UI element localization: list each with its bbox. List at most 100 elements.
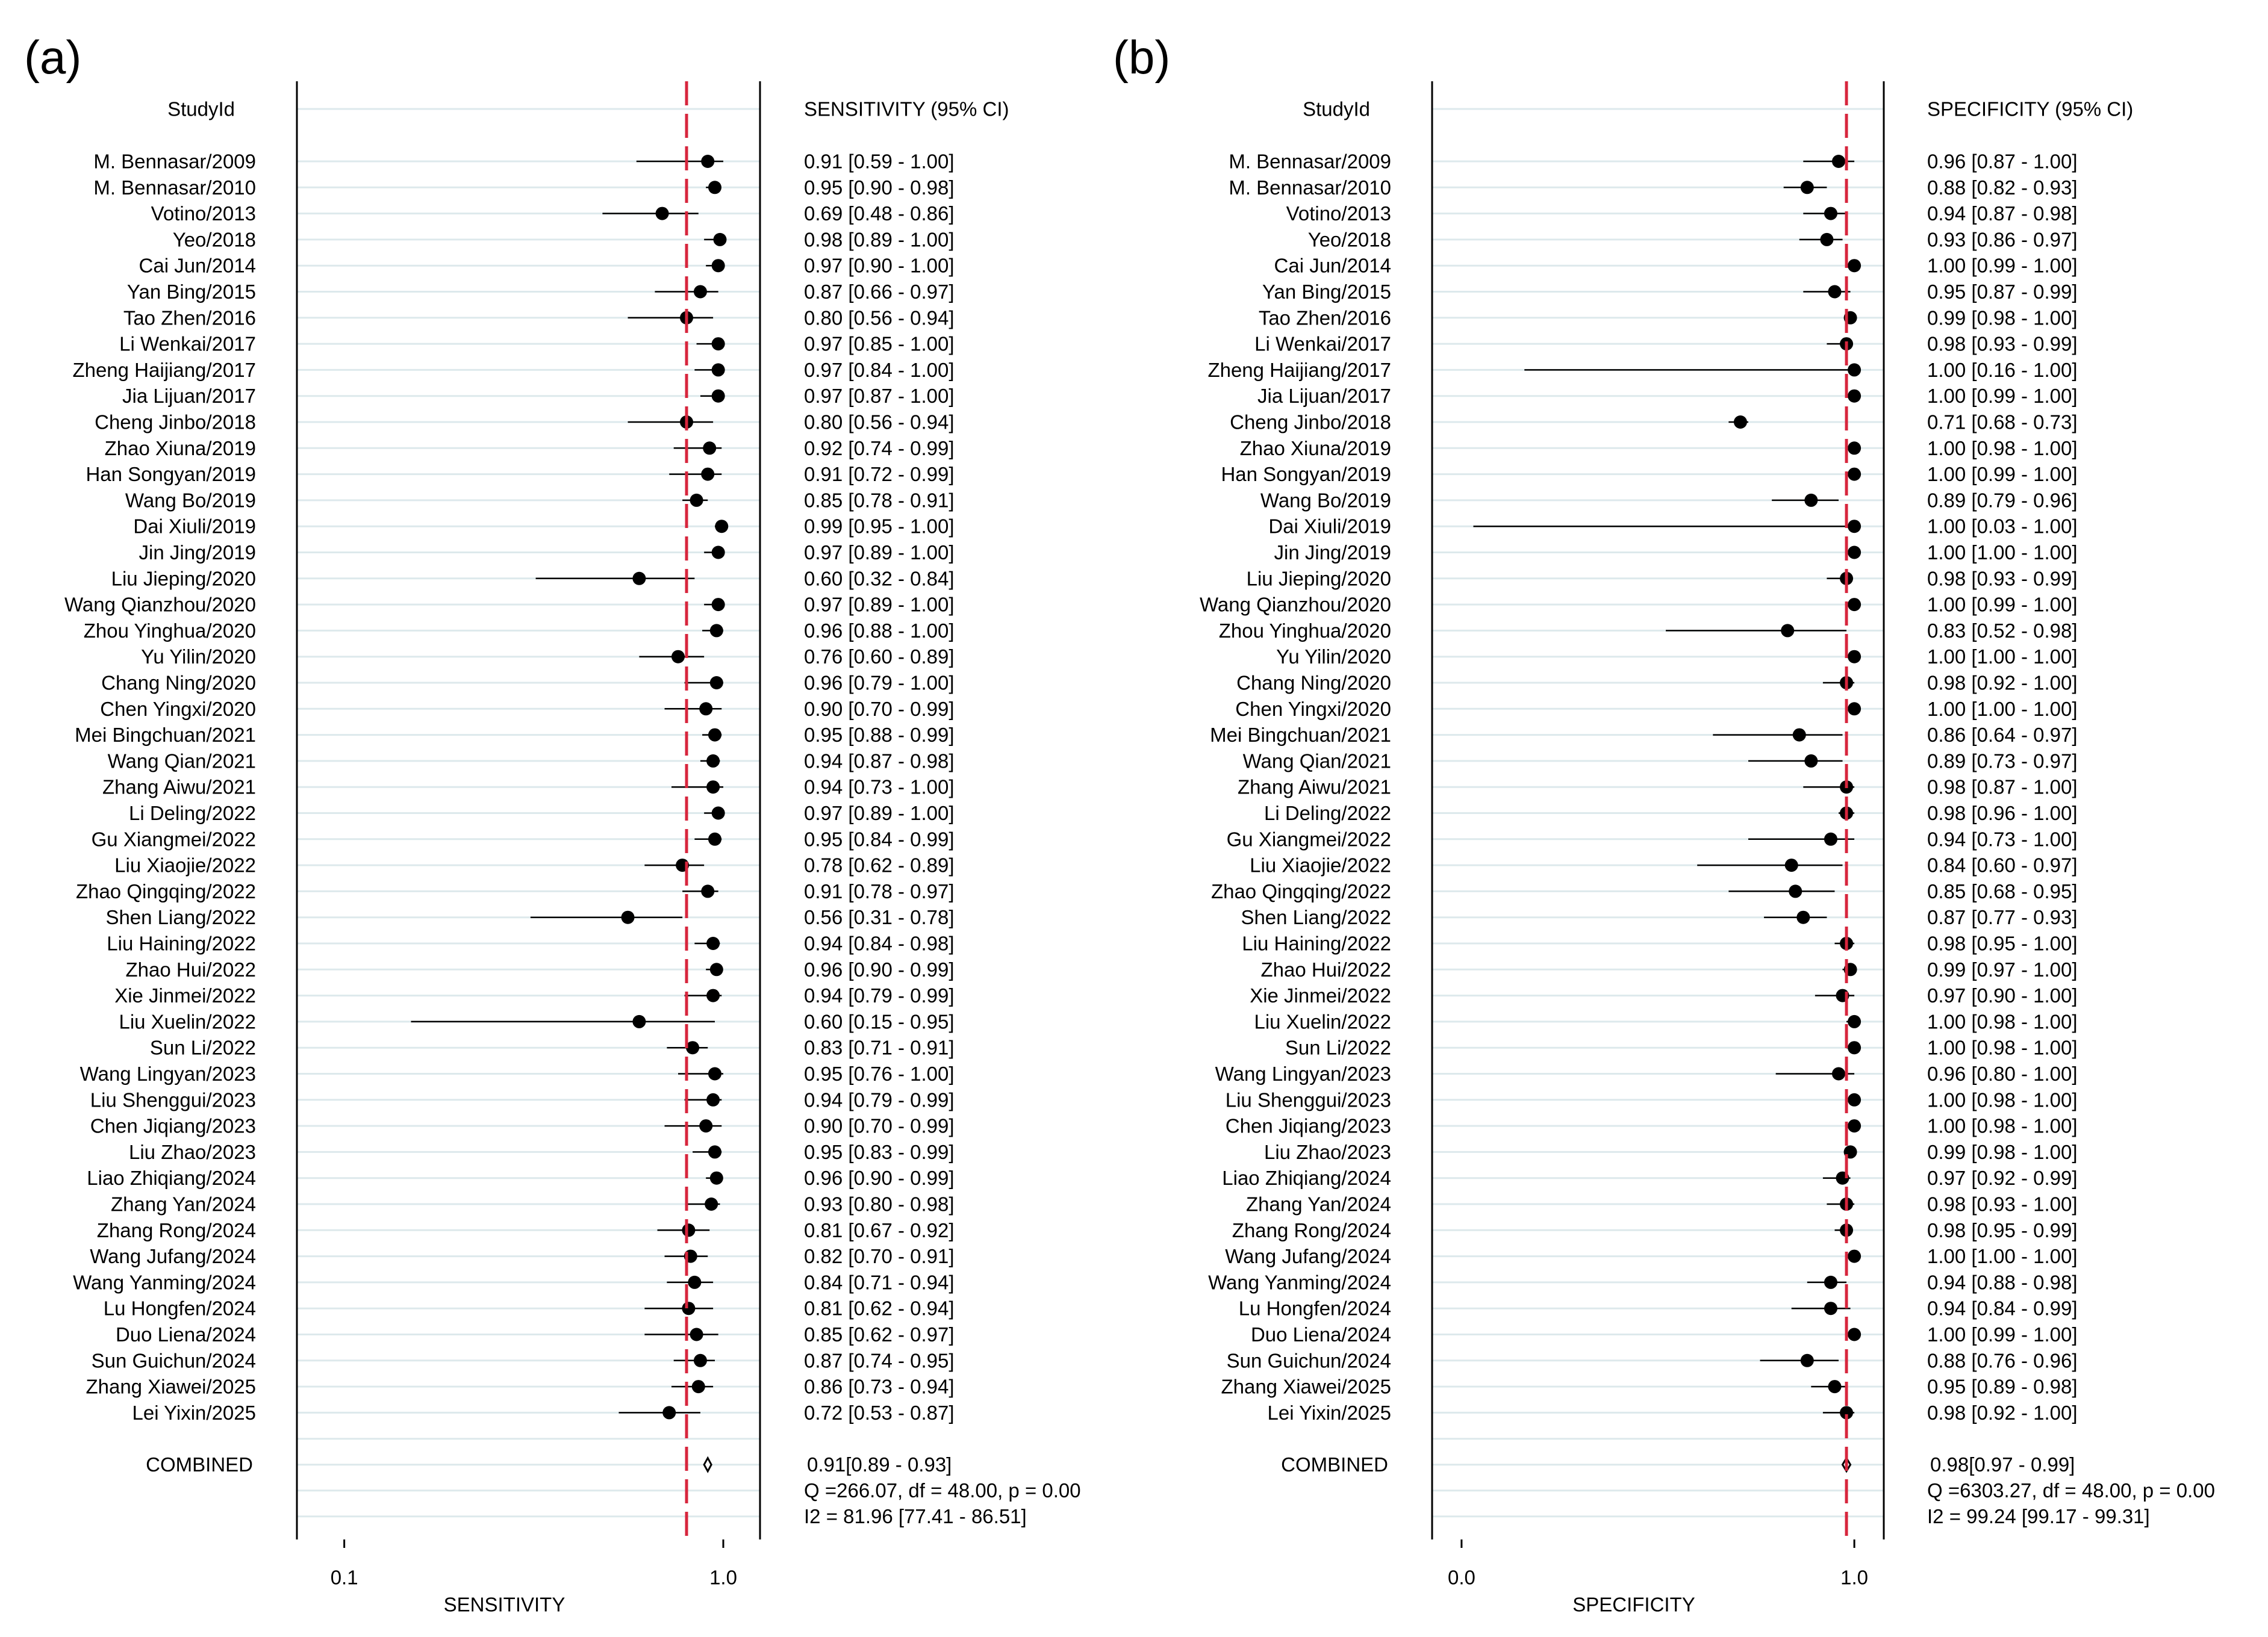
ci-text: 0.86 [0.64 - 0.97]: [1927, 724, 2078, 746]
ci-text: 0.80 [0.56 - 0.94]: [804, 411, 955, 433]
study-name: Han Songyan/2019: [1221, 463, 1391, 485]
point-estimate: [711, 545, 725, 559]
point-estimate: [1824, 207, 1837, 220]
point-estimate: [711, 259, 725, 273]
combined-label: COMBINED: [146, 1453, 253, 1476]
ci-text: 0.98 [0.93 - 1.00]: [1927, 1193, 2078, 1216]
study-name: Cheng Jinbo/2018: [1230, 411, 1391, 433]
study-name: Han Songyan/2019: [86, 463, 256, 485]
study-name: Chang Ning/2020: [1236, 672, 1391, 694]
study-name: Wang Bo/2019: [1260, 489, 1391, 511]
ci-text: 0.98 [0.95 - 0.99]: [1927, 1219, 2078, 1241]
ci-text: 0.83 [0.71 - 0.91]: [804, 1037, 955, 1059]
point-estimate: [701, 467, 715, 481]
studyid-header: StudyId: [167, 98, 235, 120]
ci-text: 0.88 [0.82 - 0.93]: [1927, 176, 2078, 199]
ci-text: 0.89 [0.73 - 0.97]: [1927, 750, 2078, 772]
ci-text: 0.96 [0.79 - 1.00]: [804, 672, 955, 694]
study-name: Votino/2013: [1286, 202, 1391, 225]
ci-text: 0.78 [0.62 - 0.89]: [804, 854, 955, 877]
point-estimate: [690, 493, 703, 507]
study-name: Li Wenkai/2017: [1254, 333, 1391, 355]
ci-text: 0.98 [0.92 - 1.00]: [1927, 1402, 2078, 1424]
point-estimate: [1848, 259, 1861, 273]
study-name: Mei Bingchuan/2021: [75, 724, 256, 746]
study-name: Duo Liena/2024: [1251, 1323, 1391, 1346]
point-estimate: [708, 728, 721, 742]
ci-text: 0.84 [0.71 - 0.94]: [804, 1271, 955, 1293]
study-name: Lu Hongfen/2024: [104, 1297, 256, 1320]
ci-text: 0.96 [0.80 - 1.00]: [1927, 1063, 2078, 1085]
ci-text: 0.95 [0.83 - 0.99]: [804, 1141, 955, 1163]
point-estimate: [1820, 232, 1834, 246]
study-name: M. Bennasar/2009: [1229, 151, 1391, 173]
study-name: Jia Lijuan/2017: [122, 385, 256, 407]
ci-text: 0.97 [0.90 - 1.00]: [804, 255, 955, 277]
study-name: Duo Liena/2024: [116, 1323, 256, 1346]
point-estimate: [1804, 754, 1818, 768]
point-estimate: [632, 1014, 646, 1028]
ci-text: 0.85 [0.62 - 0.97]: [804, 1323, 955, 1346]
ci-text: 0.71 [0.68 - 0.73]: [1927, 411, 2078, 433]
study-name: Zhao Xiuna/2019: [1240, 437, 1391, 459]
point-estimate: [1848, 1328, 1861, 1341]
point-estimate: [709, 676, 723, 689]
ci-text: 0.95 [0.84 - 0.99]: [804, 828, 955, 850]
study-name: Liu Xuelin/2022: [119, 1010, 256, 1033]
ci-text: 0.95 [0.89 - 0.98]: [1927, 1376, 2078, 1398]
point-estimate: [1781, 624, 1795, 638]
point-estimate: [1848, 389, 1861, 403]
study-name: Liu Xiaojie/2022: [1250, 854, 1391, 877]
study-name: Lu Hongfen/2024: [1239, 1297, 1391, 1320]
ci-text: 0.98 [0.93 - 0.99]: [1927, 333, 2078, 355]
ci-text: 0.97 [0.87 - 1.00]: [804, 385, 955, 407]
study-name: Liu Zhao/2023: [1264, 1141, 1391, 1163]
ci-text: 0.89 [0.79 - 0.96]: [1927, 489, 2078, 511]
study-name: Wang Lingyan/2023: [1215, 1063, 1391, 1085]
ci-text: 0.69 [0.48 - 0.86]: [804, 202, 955, 225]
point-estimate: [1792, 728, 1806, 742]
ci-text: 1.00 [0.03 - 1.00]: [1927, 515, 2078, 538]
ci-text: 0.87 [0.66 - 0.97]: [804, 281, 955, 303]
ci-text: 0.76 [0.60 - 0.89]: [804, 645, 955, 668]
heterogeneity-text: I2 = 99.24 [99.17 - 99.31]: [1927, 1505, 2150, 1527]
ci-text: 0.98 [0.87 - 1.00]: [1927, 776, 2078, 798]
ci-text: 0.94 [0.87 - 0.98]: [1927, 202, 2078, 225]
point-estimate: [1733, 415, 1747, 429]
study-name: Wang Qian/2021: [1243, 750, 1391, 772]
study-name: Chen Yingxi/2020: [100, 698, 256, 720]
study-name: Zhang Yan/2024: [111, 1193, 256, 1216]
point-estimate: [621, 910, 635, 924]
study-name: Liu Xuelin/2022: [1254, 1010, 1391, 1033]
ci-text: 0.88 [0.76 - 0.96]: [1927, 1349, 2078, 1371]
study-name: Yu Yilin/2020: [1276, 645, 1391, 668]
ci-text: 0.90 [0.70 - 0.99]: [804, 1115, 955, 1137]
point-estimate: [1800, 1353, 1814, 1367]
study-name: Votino/2013: [151, 202, 256, 225]
study-name: Liao Zhiqiang/2024: [1222, 1167, 1391, 1189]
study-name: Yan Bing/2015: [1262, 281, 1391, 303]
point-estimate: [706, 937, 720, 950]
ci-text: 1.00 [0.16 - 1.00]: [1927, 359, 2078, 381]
point-estimate: [1800, 181, 1814, 194]
ci-text: 0.99 [0.98 - 1.00]: [1927, 306, 2078, 329]
study-name: Zhang Rong/2024: [1232, 1219, 1391, 1241]
point-estimate: [711, 363, 725, 377]
ci-text: 1.00 [0.99 - 1.00]: [1927, 255, 2078, 277]
ci-text: 1.00 [0.98 - 1.00]: [1927, 1115, 2078, 1137]
ci-text: 0.95 [0.88 - 0.99]: [804, 724, 955, 746]
ci-text: 0.83 [0.52 - 0.98]: [1927, 620, 2078, 642]
study-name: Jin Jing/2019: [1274, 541, 1391, 564]
point-estimate: [1848, 1249, 1861, 1263]
x-tick-label: 0.0: [1448, 1567, 1475, 1589]
study-name: Lei Yixin/2025: [1268, 1402, 1392, 1424]
study-name: Chen Jiqiang/2023: [90, 1115, 256, 1137]
study-name: Wang Lingyan/2023: [80, 1063, 256, 1085]
ci-text: 0.99 [0.98 - 1.00]: [1927, 1141, 2078, 1163]
ci-text: 0.82 [0.70 - 0.91]: [804, 1245, 955, 1267]
study-name: Zhou Yinghua/2020: [84, 620, 256, 642]
study-name: Liu Xiaojie/2022: [114, 854, 256, 877]
ci-text: 0.94 [0.79 - 0.99]: [804, 984, 955, 1007]
point-estimate: [1840, 1406, 1854, 1420]
study-name: Liu Shenggui/2023: [90, 1089, 256, 1111]
